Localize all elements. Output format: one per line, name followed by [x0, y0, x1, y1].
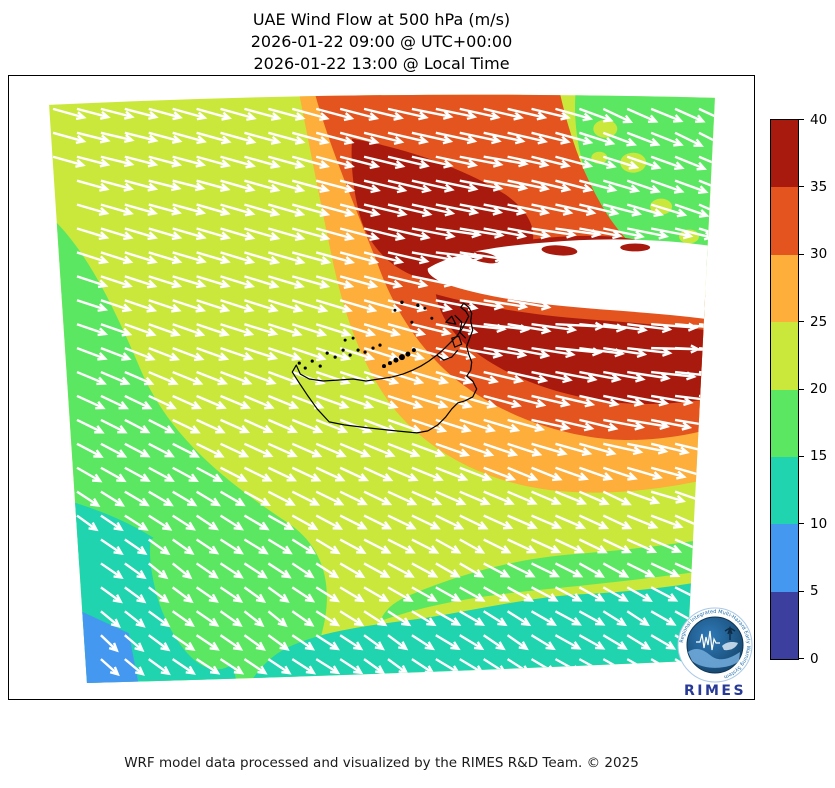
- colorbar-tick: [799, 119, 804, 120]
- colorbar-segment-35-40: [771, 120, 798, 188]
- rimes-logo: Regional Integrated Multi-Hazard Early W…: [676, 606, 754, 700]
- colorbar-tick-label: 30: [810, 246, 828, 263]
- contour-region: [593, 119, 618, 138]
- contour-region: [541, 245, 578, 256]
- colorbar-segment-25-30: [771, 254, 798, 323]
- logo-seismogram: [696, 630, 720, 651]
- colorbar-tick: [799, 455, 804, 457]
- wind-quiver-arrows: [52, 107, 715, 677]
- colorbar-tick: [799, 253, 804, 255]
- colorbar-tick-label: 10: [810, 515, 828, 532]
- title-line-1: UAE Wind Flow at 500 hPa (m/s): [252, 10, 511, 29]
- colorbar-tick: [799, 321, 804, 323]
- colorbar-segment-15-20: [771, 389, 798, 457]
- colorbar-tick: [799, 186, 804, 188]
- colorbar-segment-5-10: [771, 524, 798, 592]
- colorbar-segment-10-15: [771, 456, 798, 525]
- colorbar-tick-label: 5: [810, 583, 819, 600]
- map-plot-frame: [8, 75, 755, 700]
- colorbar-segment-30-35: [771, 187, 798, 255]
- colorbar-tick-label: 25: [810, 313, 828, 330]
- contour-fill-layer: [49, 94, 715, 684]
- colorbar-segment-0-5: [771, 591, 798, 659]
- colorbar-tick: [799, 658, 804, 659]
- figure-title: UAE Wind Flow at 500 hPa (m/s) 2026-01-2…: [0, 9, 763, 75]
- title-line-3: 2026-01-22 13:00 @ Local Time: [253, 54, 510, 73]
- colorbar-tick: [799, 590, 804, 592]
- colorbar-tick-label: 35: [810, 178, 828, 195]
- contour-region: [620, 243, 651, 252]
- colorbar-tick-label: 15: [810, 448, 828, 465]
- logo-landmass: [722, 642, 738, 651]
- contour-region: [380, 537, 715, 622]
- colorbar-tick: [799, 523, 804, 525]
- colorbar-segment-20-25: [771, 322, 798, 390]
- colorbar-tick-label: 20: [810, 381, 828, 397]
- colorbar-tick-label: 40: [810, 111, 828, 128]
- quiver-arrow-path: [52, 107, 715, 677]
- colorbar: 0 5 10 15 20 25 30 35 40: [770, 112, 827, 667]
- contour-region: [149, 528, 259, 670]
- colorbar-tick: [799, 388, 804, 390]
- colorbar-gradient: [770, 119, 799, 660]
- uae-coastline: [291, 300, 478, 434]
- logo-wave: [688, 648, 740, 668]
- logo-wordmark: RIMES: [684, 683, 746, 699]
- colorbar-tick-label: 0: [810, 650, 819, 667]
- footer-credit: WRF model data processed and visualized …: [124, 755, 639, 771]
- logo-palm-tree: [724, 625, 736, 640]
- title-line-2: 2026-01-22 09:00 @ UTC+00:00: [250, 32, 513, 51]
- wind-map-canvas: [49, 94, 715, 684]
- coastal-islands: [297, 300, 434, 370]
